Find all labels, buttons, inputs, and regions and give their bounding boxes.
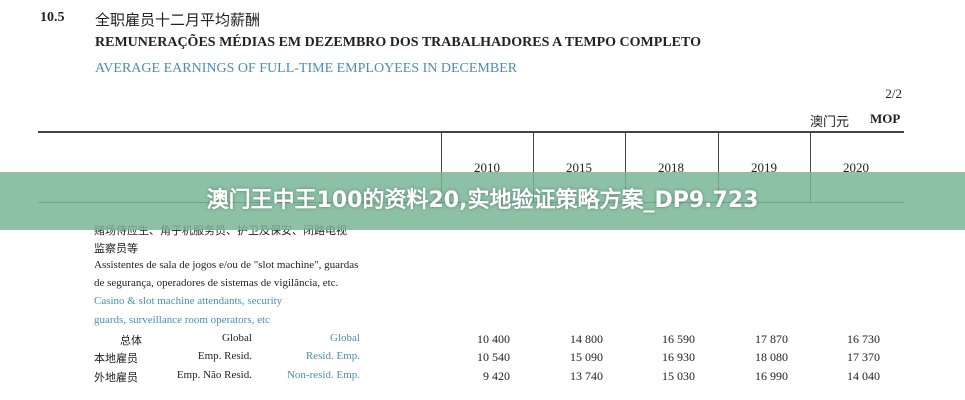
cell-value: 17 870 <box>755 332 788 346</box>
title-zh: 全职雇员十二月平均薪酬 <box>95 13 261 29</box>
cell-value: 16 930 <box>662 350 695 364</box>
row-label-pt: Emp. Resid. <box>197 350 252 362</box>
unit: MOP <box>870 111 901 126</box>
cell-value: 17 370 <box>847 350 880 364</box>
category-pt-1: Assistentes de sala de jogos e/ou de "sl… <box>94 259 359 271</box>
title-en: AVERAGE EARNINGS OF FULL-TIME EMPLOYEES … <box>95 61 518 76</box>
column-divider <box>441 132 442 202</box>
cell-value: 10 540 <box>477 350 510 364</box>
cell-value: 16 590 <box>662 332 695 346</box>
banner-text: 澳门王中王100的资料20,实地验证策略方案_DP9.723 <box>206 188 759 213</box>
row-label-en: Global <box>330 332 360 344</box>
overlay-banner <box>0 172 965 230</box>
cell-value: 18 080 <box>755 350 788 364</box>
year-header: 2015 <box>566 160 592 175</box>
cell-value: 15 090 <box>570 350 603 364</box>
year-header: 2019 <box>751 160 777 175</box>
row-label-zh: 外地雇员 <box>94 372 138 384</box>
cell-value: 9 420 <box>483 369 510 383</box>
column-divider <box>718 132 719 202</box>
category-en-1: Casino & slot machine attendants, securi… <box>94 295 283 307</box>
row-label-zh: 本地雇员 <box>94 353 138 365</box>
cell-value: 14 800 <box>570 332 603 346</box>
cell-value: 14 040 <box>847 369 880 383</box>
unit-zh: 澳门元 <box>810 114 850 129</box>
year-header: 2018 <box>658 160 684 175</box>
cell-value: 10 400 <box>477 332 510 346</box>
year-header: 2010 <box>474 160 500 175</box>
page-indicator: 2/2 <box>885 86 902 101</box>
column-divider <box>810 132 811 202</box>
cell-value: 16 990 <box>755 369 788 383</box>
row-label-en: Resid. Emp. <box>305 350 360 362</box>
cell-value: 13 740 <box>570 369 603 383</box>
column-divider <box>533 132 534 202</box>
year-header: 2020 <box>843 160 869 175</box>
row-label-zh: 总体 <box>120 335 142 347</box>
category-en-2: guards, surveillance room operators, etc <box>94 314 270 326</box>
row-label-pt: Global <box>222 332 252 344</box>
row-label-pt: Emp. Não Resid. <box>176 369 252 381</box>
table-number: 10.5 <box>40 10 65 25</box>
title-pt: REMUNERAÇÕES MÉDIAS EM DEZEMBRO DOS TRAB… <box>95 35 701 50</box>
column-divider <box>625 132 626 202</box>
row-label-en: Non-resid. Emp. <box>286 369 360 381</box>
table-top-rule <box>38 131 904 133</box>
category-zh-2: 监察员等 <box>94 243 138 255</box>
cell-value: 15 030 <box>662 369 695 383</box>
cell-value: 16 730 <box>847 332 880 346</box>
category-pt-2: de segurança, operadores de sistemas de … <box>94 277 339 289</box>
